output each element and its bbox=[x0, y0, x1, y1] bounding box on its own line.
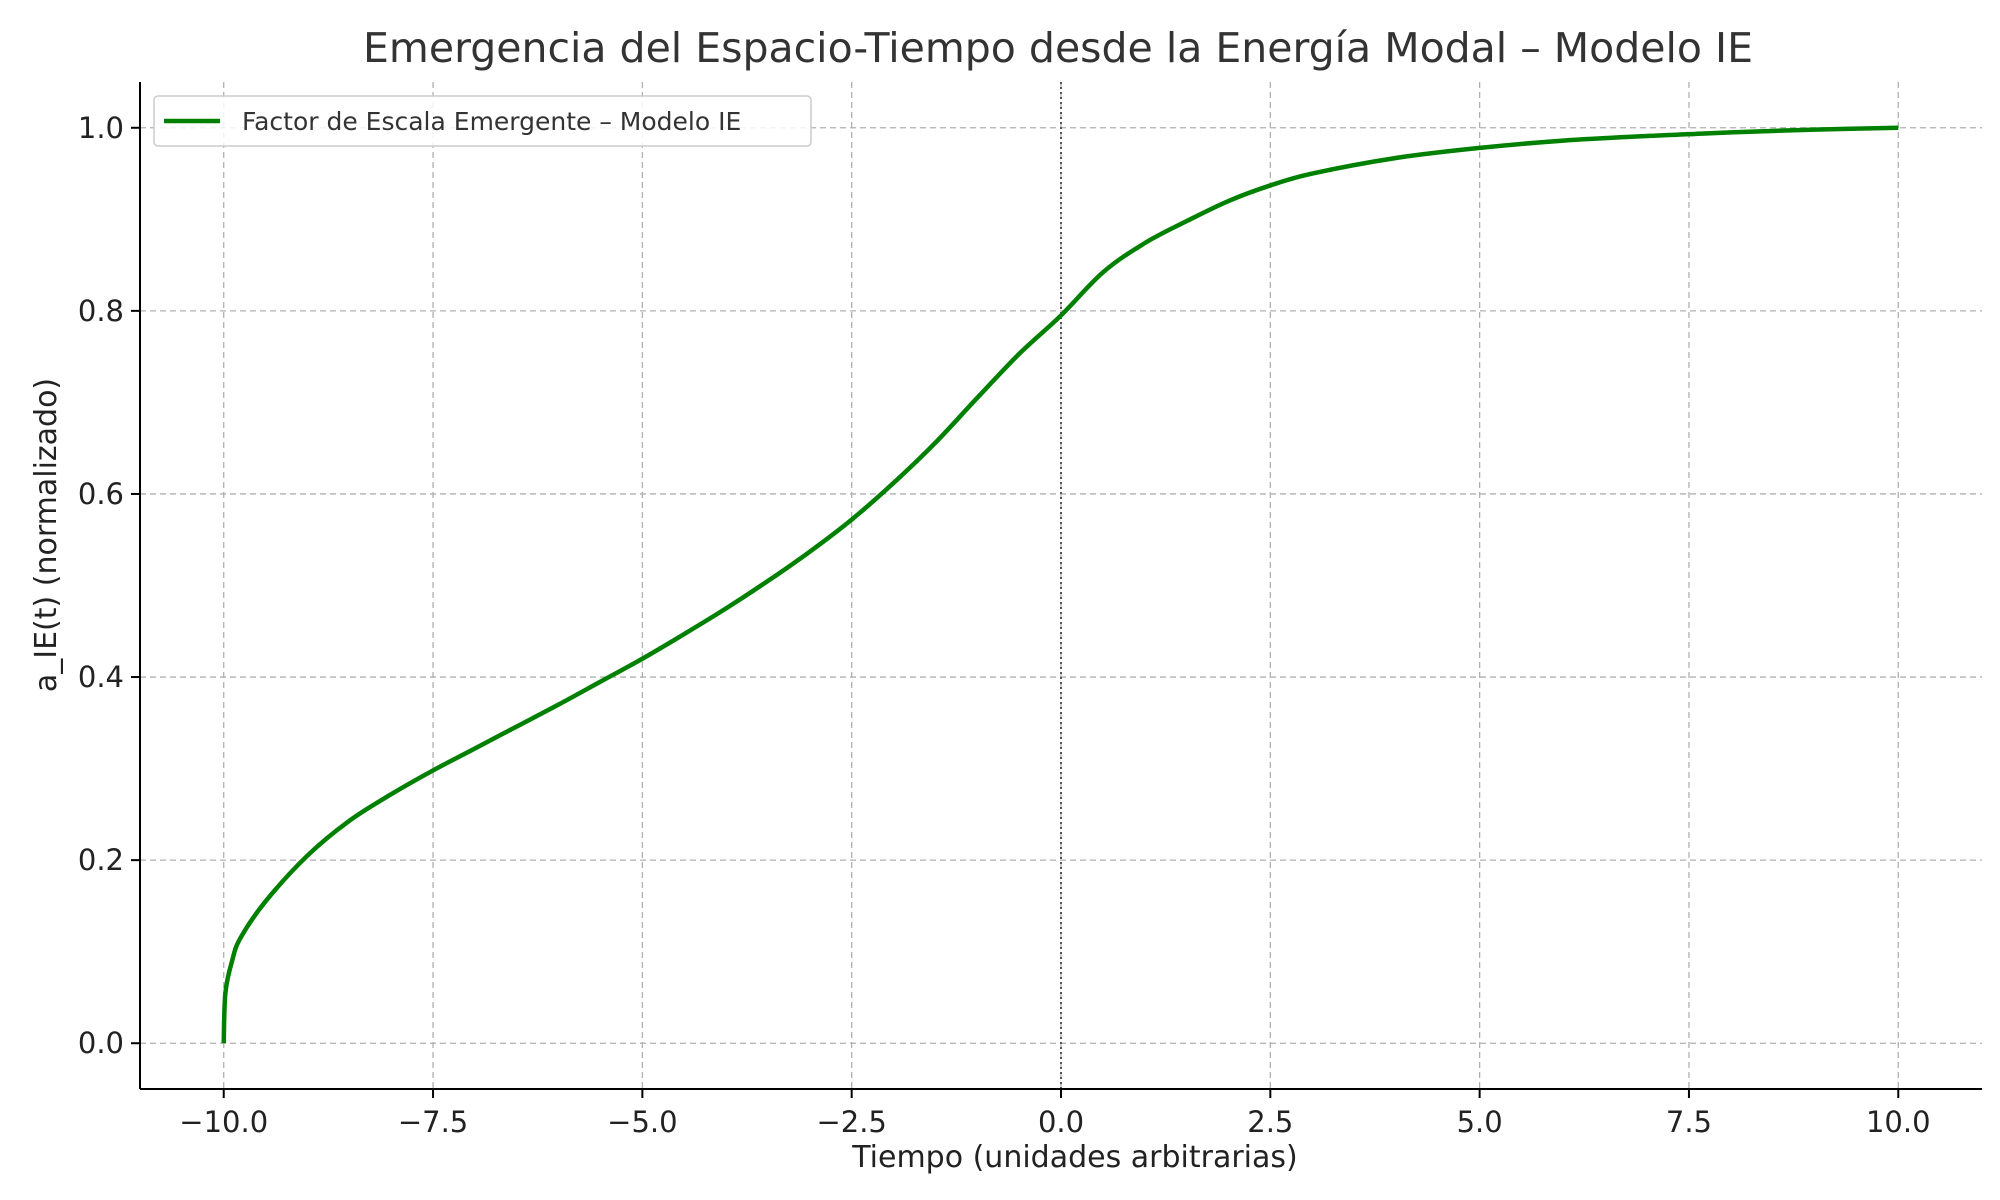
legend: Factor de Escala Emergente – Modelo IE bbox=[153, 95, 812, 147]
chart-title: Emergencia del Espacio-Tiempo desde la E… bbox=[363, 24, 1753, 72]
y-tick-label-2: 0.4 bbox=[78, 660, 124, 694]
y-tick-label-4: 0.8 bbox=[78, 294, 124, 328]
series-layer bbox=[221, 125, 1899, 1044]
x-tick-label-1: −7.5 bbox=[398, 1105, 468, 1139]
x-tick-label-5: 2.5 bbox=[1247, 1105, 1293, 1139]
x-tick-label-7: 7.5 bbox=[1666, 1105, 1712, 1139]
y-tick-label-1: 0.2 bbox=[78, 843, 124, 877]
y-tick-label-5: 1.0 bbox=[78, 111, 124, 145]
x-tick-label-2: −5.0 bbox=[607, 1105, 677, 1139]
y-tick-label-3: 0.6 bbox=[78, 477, 124, 511]
x-tick-label-8: 10.0 bbox=[1866, 1105, 1931, 1139]
legend-box bbox=[153, 95, 812, 147]
x-tick-label-4: 0.0 bbox=[1038, 1105, 1084, 1139]
legend-entry-label: Factor de Escala Emergente – Modelo IE bbox=[242, 107, 741, 136]
x-tick-label-6: 5.0 bbox=[1457, 1105, 1503, 1139]
x-tick-label-3: −2.5 bbox=[816, 1105, 886, 1139]
y-tick-label-0: 0.0 bbox=[78, 1026, 124, 1060]
y-axis-ticks: 0.0 0.2 0.4 0.6 0.8 1.0 bbox=[78, 111, 140, 1060]
x-tick-label-0: −10.0 bbox=[179, 1105, 268, 1139]
y-axis-label: a_IE(t) (normalizado) bbox=[29, 378, 64, 692]
series-line-0 bbox=[221, 125, 1899, 1044]
x-axis-ticks: −10.0 −7.5 −5.0 −2.5 0.0 2.5 5.0 7.5 10.0 bbox=[179, 1089, 1931, 1139]
x-axis-label: Tiempo (unidades arbitrarias) bbox=[851, 1140, 1297, 1175]
